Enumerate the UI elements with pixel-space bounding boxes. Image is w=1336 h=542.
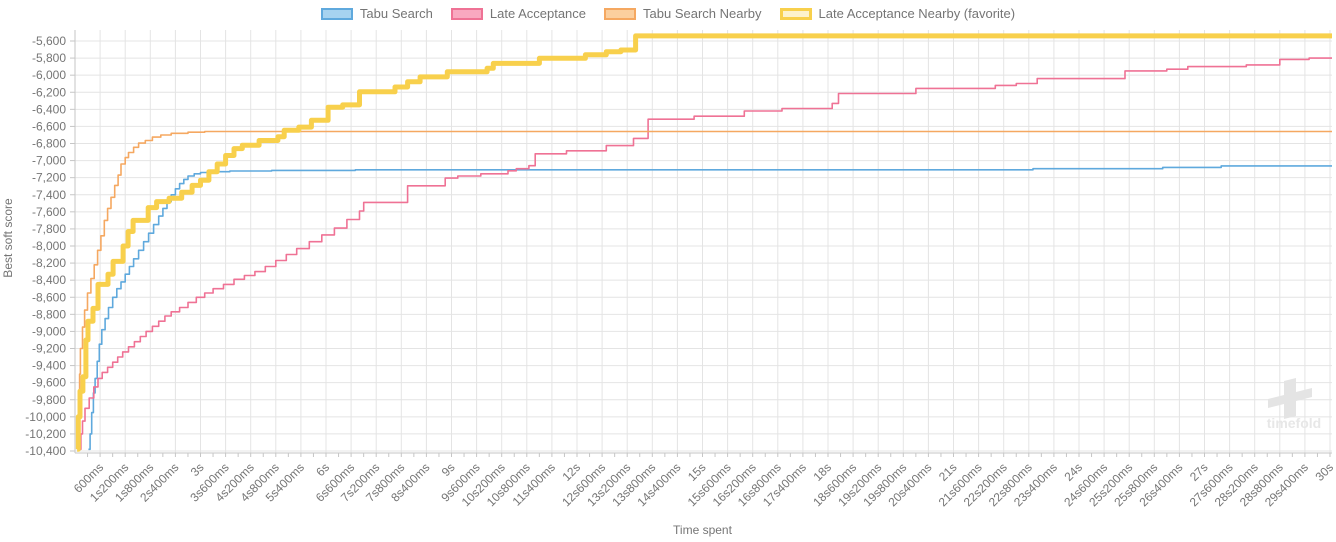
series-line-tabu-search-nearby bbox=[77, 130, 1332, 451]
x-axis-title: Time spent bbox=[673, 523, 732, 537]
axis-lines bbox=[74, 30, 1332, 454]
svg-text:-5,800: -5,800 bbox=[32, 51, 66, 65]
svg-text:-10,000: -10,000 bbox=[25, 410, 66, 424]
svg-text:-6,400: -6,400 bbox=[32, 102, 66, 116]
svg-text:30s: 30s bbox=[1313, 460, 1336, 484]
svg-text:-8,400: -8,400 bbox=[32, 273, 66, 287]
series-line-late-acceptance bbox=[79, 57, 1332, 451]
gridlines bbox=[75, 30, 1332, 453]
svg-text:-6,600: -6,600 bbox=[32, 119, 66, 133]
svg-text:-6,000: -6,000 bbox=[32, 68, 66, 82]
tabu-search-swatch-icon bbox=[320, 7, 353, 20]
svg-text:-8,600: -8,600 bbox=[32, 290, 66, 304]
svg-text:-9,200: -9,200 bbox=[32, 342, 66, 356]
legend-item-tabu-search-nearby[interactable]: Tabu Search Nearby bbox=[604, 6, 762, 21]
legend-label: Tabu Search bbox=[359, 6, 433, 21]
svg-text:3s: 3s bbox=[188, 460, 207, 479]
svg-text:-8,000: -8,000 bbox=[32, 239, 66, 253]
series-line-tabu-search bbox=[88, 165, 1332, 451]
svg-text:-9,000: -9,000 bbox=[32, 324, 66, 338]
svg-text:-6,200: -6,200 bbox=[32, 85, 66, 99]
series-line-late-acceptance-nearby-favorite bbox=[75, 33, 1332, 452]
tabu-search-nearby-swatch-icon bbox=[604, 7, 637, 20]
svg-text:-8,200: -8,200 bbox=[32, 256, 66, 270]
svg-text:-8,800: -8,800 bbox=[32, 307, 66, 321]
svg-text:-7,400: -7,400 bbox=[32, 188, 66, 202]
svg-text:-9,800: -9,800 bbox=[32, 393, 66, 407]
legend-label: Late Acceptance bbox=[489, 6, 587, 21]
legend-label: Tabu Search Nearby bbox=[643, 6, 762, 21]
svg-text:-6,800: -6,800 bbox=[32, 137, 66, 151]
timefold-watermark: timefold bbox=[1267, 378, 1321, 431]
late-acceptance-nearby-swatch-icon bbox=[779, 7, 812, 20]
svg-text:9s: 9s bbox=[439, 460, 458, 479]
legend-item-late-acceptance[interactable]: Late Acceptance bbox=[450, 6, 587, 21]
svg-text:-7,800: -7,800 bbox=[32, 222, 66, 236]
legend-item-late-acceptance-nearby[interactable]: Late Acceptance Nearby (favorite) bbox=[779, 6, 1016, 21]
svg-text:-7,200: -7,200 bbox=[32, 171, 66, 185]
svg-text:-7,600: -7,600 bbox=[32, 205, 66, 219]
late-acceptance-swatch-icon bbox=[450, 7, 483, 20]
svg-text:-7,000: -7,000 bbox=[32, 154, 66, 168]
svg-text:-9,400: -9,400 bbox=[32, 359, 66, 373]
svg-text:-5,600: -5,600 bbox=[32, 34, 66, 48]
legend: Tabu Search Late Acceptance Tabu Search … bbox=[0, 6, 1336, 21]
svg-text:-9,600: -9,600 bbox=[32, 376, 66, 390]
tick-labels: -5,600 -5,800 -6,000 -6,200 -6,400 -6,600 -6,8… bbox=[25, 34, 1336, 509]
legend-item-tabu-search[interactable]: Tabu Search bbox=[320, 6, 433, 21]
svg-text:6s: 6s bbox=[313, 460, 332, 479]
axis-ticks bbox=[70, 40, 1331, 457]
y-axis-title: Best soft score bbox=[1, 198, 15, 278]
legend-label: Late Acceptance Nearby (favorite) bbox=[818, 6, 1016, 21]
timefold-watermark-text: timefold bbox=[1267, 415, 1321, 431]
timefold-logo-icon bbox=[1268, 378, 1312, 419]
svg-text:-10,200: -10,200 bbox=[25, 427, 66, 441]
svg-text:-10,400: -10,400 bbox=[25, 444, 66, 458]
